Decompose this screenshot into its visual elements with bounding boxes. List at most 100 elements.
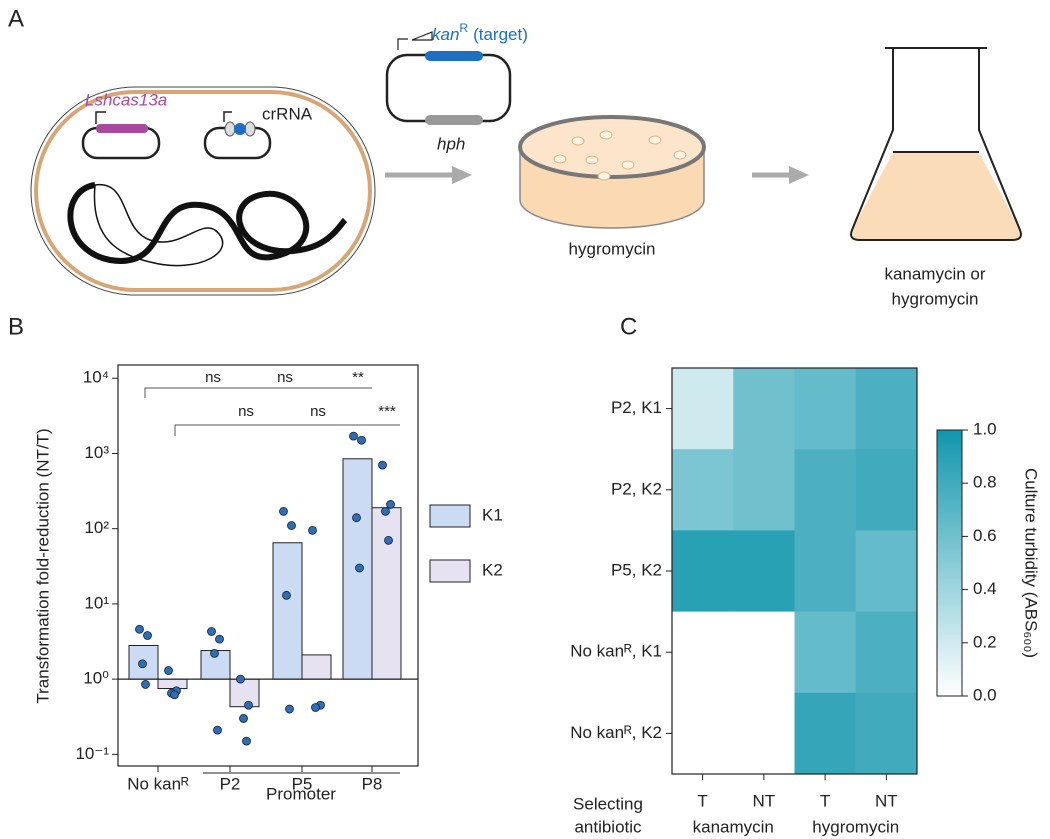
- target-label: kanR (target): [432, 21, 528, 44]
- panel-label: C: [620, 313, 637, 340]
- heatmap-cell: [794, 368, 857, 450]
- bar: [371, 507, 402, 680]
- colorbar-title: Culture turbidity (ABS₆₀₀): [1022, 468, 1041, 658]
- plate-label: hygromycin: [569, 239, 656, 258]
- legend-swatch: [429, 504, 471, 528]
- dish-rim: [518, 115, 706, 179]
- plasmid: [385, 53, 512, 123]
- spacer: [234, 123, 246, 135]
- gene: [96, 124, 148, 133]
- column-group: kanamycin: [693, 817, 774, 836]
- colorbar-tick-label: 0.8: [973, 473, 997, 492]
- arrow: [452, 166, 472, 184]
- bracket: [174, 424, 400, 436]
- cell-wall: [30, 86, 376, 296]
- legend-swatch: [429, 559, 471, 583]
- x-axis-title: Selecting: [573, 794, 643, 813]
- heatmap-cell: [855, 449, 918, 531]
- plot-frame: [117, 364, 419, 767]
- row-label: No kanᴿ, K1: [570, 642, 662, 661]
- significance: ***: [378, 403, 396, 420]
- data-point: [285, 704, 294, 714]
- gene: [425, 115, 483, 125]
- bracket: [144, 387, 372, 398]
- gene-label: crRNA: [262, 104, 313, 123]
- data-point: [287, 521, 296, 530]
- heatmap-cell: [672, 368, 734, 450]
- chromosome: [67, 182, 348, 264]
- gene-sup: R: [459, 21, 468, 35]
- heatmap-cell: [794, 692, 857, 775]
- data-point: [279, 506, 288, 516]
- heatmap-cell: [733, 692, 795, 775]
- data-point: [242, 736, 251, 746]
- promoter: [397, 31, 433, 50]
- colorbar-tick-label: 0.4: [973, 579, 997, 598]
- column-group: hygromycin: [812, 817, 899, 836]
- data-point: [308, 525, 317, 535]
- colorbar-tick-label: 0.2: [973, 632, 997, 651]
- x-tick-label: P8: [362, 774, 383, 793]
- heatmap-cell: [672, 692, 734, 775]
- heatmap-cell: [733, 530, 795, 613]
- flask: [850, 48, 1022, 241]
- heatmap-cell: [733, 449, 795, 531]
- heatmap-cell: [733, 368, 795, 450]
- column-label: NT: [753, 791, 776, 810]
- flask-label: kanamycin or: [884, 264, 985, 283]
- significance: ns: [310, 403, 326, 420]
- heatmap-cell: [733, 611, 795, 694]
- x-axis-title: antibiotic: [574, 817, 642, 836]
- y-tick-label: 10¹: [84, 593, 109, 612]
- heatmap-cell: [855, 530, 918, 613]
- flask-label: hygromycin: [892, 289, 979, 308]
- data-point: [349, 431, 358, 441]
- heatmap-cell: [672, 449, 734, 531]
- colorbar-tick-label: 0.6: [973, 526, 997, 545]
- row-label: P2, K2: [611, 479, 662, 498]
- x-tick-label: P2: [220, 774, 241, 793]
- heatmap-cell: [672, 611, 734, 694]
- heatmap-cell: [794, 449, 857, 531]
- colonies: [553, 130, 687, 181]
- heatmap-cell: [855, 692, 918, 775]
- row-label: P2, K1: [611, 398, 662, 417]
- data-point: [384, 535, 393, 545]
- data-point: [210, 648, 219, 658]
- data-point: [244, 700, 253, 710]
- flask: [885, 47, 987, 153]
- y-axis-title: Transformation fold-reduction (NT/T): [33, 428, 52, 703]
- bar: [157, 678, 188, 690]
- colorbar: [936, 429, 963, 697]
- data-point: [143, 631, 152, 640]
- column-label: NT: [875, 791, 898, 810]
- data-point: [215, 634, 224, 644]
- data-point: [164, 666, 173, 675]
- promoter: [95, 111, 106, 124]
- repeat: [244, 121, 256, 137]
- x-tick-label: No kanᴿ: [127, 774, 189, 793]
- y-tick-label: 10⁰: [83, 669, 109, 688]
- chromosome: [93, 184, 224, 267]
- y-tick-label: 10⁴: [83, 368, 109, 387]
- bar: [272, 542, 303, 680]
- bar: [301, 654, 332, 680]
- data-point: [311, 703, 320, 712]
- data-point: [355, 563, 364, 573]
- panel-label: A: [8, 5, 24, 32]
- column-label: T: [820, 791, 830, 810]
- arrow: [789, 166, 809, 184]
- panel-label: B: [8, 313, 24, 340]
- row-label: No kanᴿ, K2: [570, 723, 662, 742]
- cell: [34, 90, 372, 292]
- promoter: [223, 111, 232, 122]
- data-point: [282, 590, 291, 600]
- data-point: [213, 725, 222, 735]
- data-point: [236, 674, 245, 684]
- legend-label: K2: [482, 560, 503, 579]
- data-point: [386, 500, 395, 509]
- column-label: T: [697, 791, 707, 810]
- data-point: [207, 627, 216, 636]
- gene-note: (target): [473, 25, 528, 44]
